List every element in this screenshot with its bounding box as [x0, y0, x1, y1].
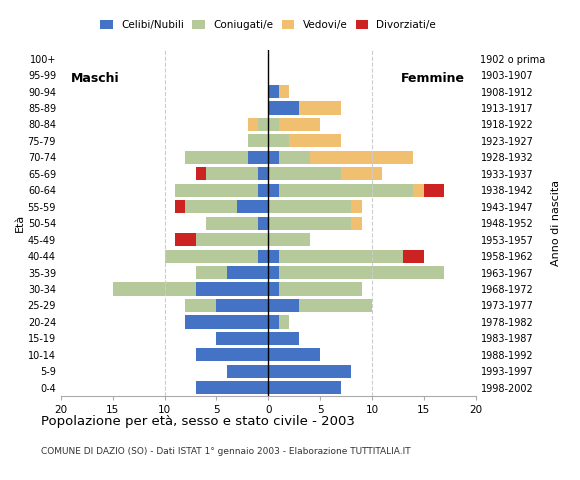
Bar [248, 151, 268, 164]
Bar [113, 282, 195, 296]
Bar [248, 134, 268, 147]
Y-axis label: Età: Età [15, 214, 25, 232]
Bar [258, 118, 268, 131]
Bar [299, 101, 341, 115]
Bar [268, 250, 278, 263]
Bar [278, 250, 403, 263]
Bar [268, 151, 278, 164]
Text: Femmine: Femmine [401, 72, 465, 85]
Bar [195, 381, 268, 395]
Bar [278, 184, 414, 197]
Bar [175, 184, 258, 197]
Bar [216, 332, 268, 345]
Bar [268, 167, 341, 180]
Bar [237, 200, 268, 213]
Bar [248, 118, 258, 131]
Bar [403, 250, 424, 263]
Bar [299, 299, 372, 312]
Bar [186, 200, 237, 213]
Bar [268, 365, 351, 378]
Text: Maschi: Maschi [71, 72, 120, 85]
Bar [278, 151, 310, 164]
Bar [289, 134, 341, 147]
Bar [268, 85, 278, 98]
Bar [268, 348, 320, 361]
Bar [278, 118, 320, 131]
Bar [227, 266, 268, 279]
Bar [351, 216, 361, 230]
Bar [186, 299, 216, 312]
Bar [278, 85, 289, 98]
Bar [268, 184, 278, 197]
Bar [258, 167, 268, 180]
Bar [268, 315, 278, 328]
Bar [278, 315, 289, 328]
Bar [341, 167, 382, 180]
Bar [268, 101, 299, 115]
Bar [278, 282, 361, 296]
Bar [268, 134, 289, 147]
Bar [268, 266, 278, 279]
Bar [175, 233, 195, 246]
Bar [186, 315, 268, 328]
Bar [268, 216, 351, 230]
Bar [258, 184, 268, 197]
Text: COMUNE DI DAZIO (SO) - Dati ISTAT 1° gennaio 2003 - Elaborazione TUTTITALIA.IT: COMUNE DI DAZIO (SO) - Dati ISTAT 1° gen… [41, 447, 410, 456]
Bar [216, 299, 268, 312]
Bar [227, 365, 268, 378]
Bar [278, 266, 444, 279]
Y-axis label: Anno di nascita: Anno di nascita [551, 180, 561, 266]
Bar [268, 200, 351, 213]
Bar [258, 216, 268, 230]
Bar [195, 266, 227, 279]
Bar [165, 250, 258, 263]
Legend: Celibi/Nubili, Coniugati/e, Vedovi/e, Divorziati/e: Celibi/Nubili, Coniugati/e, Vedovi/e, Di… [96, 16, 440, 34]
Bar [351, 200, 361, 213]
Bar [206, 216, 258, 230]
Bar [195, 348, 268, 361]
Bar [206, 167, 258, 180]
Bar [268, 233, 310, 246]
Bar [268, 332, 299, 345]
Bar [186, 151, 248, 164]
Bar [268, 381, 341, 395]
Bar [310, 151, 414, 164]
Bar [258, 250, 268, 263]
Text: Popolazione per età, sesso e stato civile - 2003: Popolazione per età, sesso e stato civil… [41, 415, 354, 428]
Bar [175, 200, 186, 213]
Bar [268, 282, 278, 296]
Bar [195, 167, 206, 180]
Bar [268, 118, 278, 131]
Bar [414, 184, 424, 197]
Bar [424, 184, 444, 197]
Bar [195, 233, 268, 246]
Bar [195, 282, 268, 296]
Bar [268, 299, 299, 312]
